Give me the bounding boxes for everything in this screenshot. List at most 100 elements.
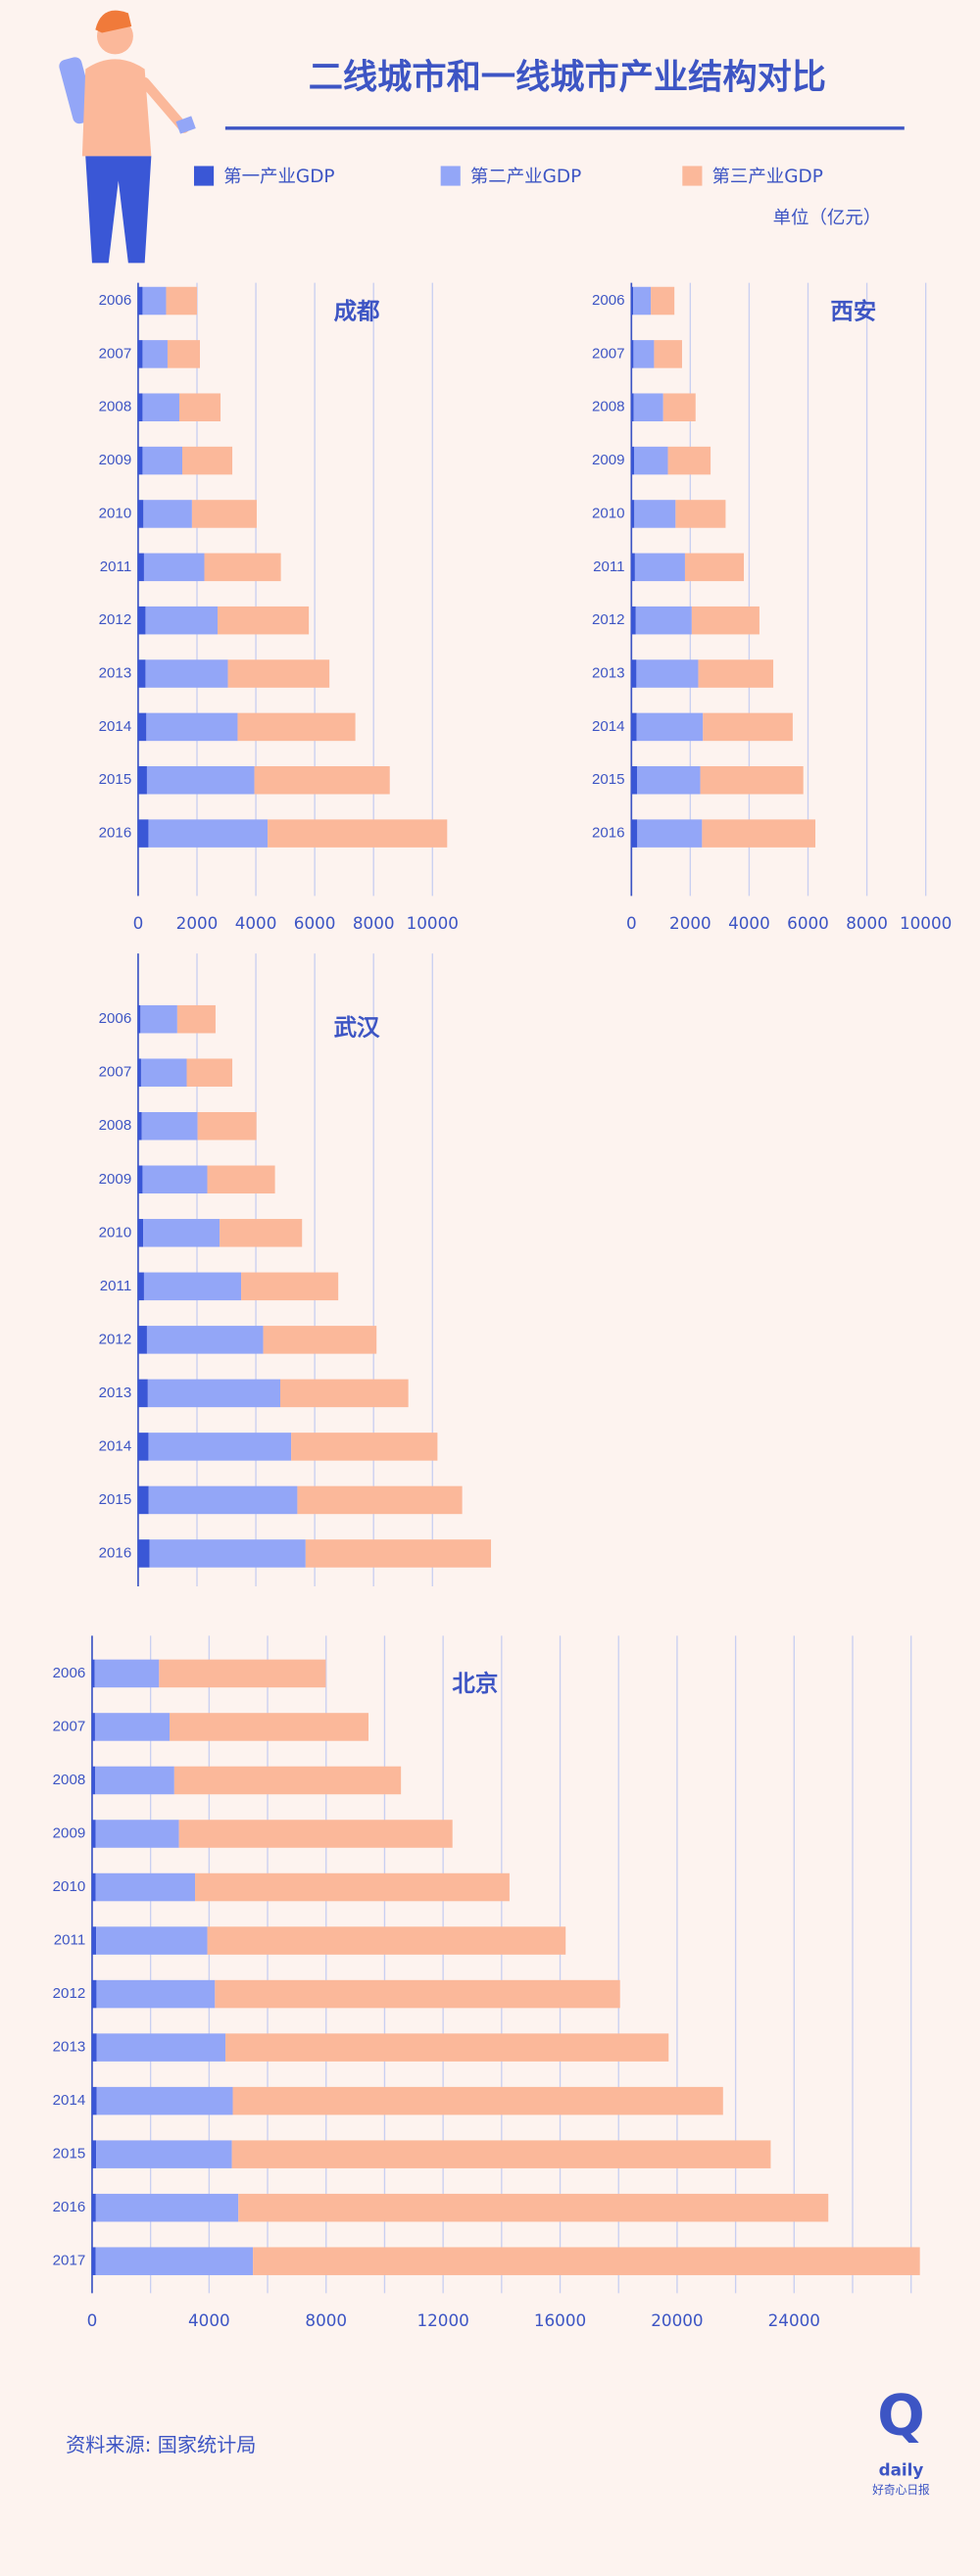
y-tick-label: 2009: [53, 1824, 86, 1841]
y-tick-label: 2006: [53, 1665, 86, 1681]
bar-segment: [91, 1872, 96, 1902]
bar-segment: [141, 1111, 198, 1141]
x-tick-label: 0: [133, 913, 144, 933]
bar-segment: [96, 1979, 216, 2009]
bar-segment: [631, 286, 634, 316]
bar-segment: [146, 765, 255, 795]
bar-segment: [675, 500, 726, 528]
bar-segment: [137, 1058, 141, 1087]
y-tick-label: 2006: [99, 292, 132, 309]
x-tick-label: 2000: [176, 913, 219, 933]
logo-tagline: 好奇心日报: [872, 2483, 930, 2497]
bar-segment: [633, 286, 652, 316]
y-tick-label: 2009: [592, 452, 625, 468]
chart-title: 成都: [334, 297, 380, 324]
bar-segment: [159, 1659, 326, 1688]
bar-segment: [91, 2247, 96, 2275]
bar-segment: [143, 1219, 220, 1247]
bar-segment: [207, 1165, 275, 1194]
y-tick-label: 2010: [99, 1224, 132, 1240]
y-tick-label: 2017: [53, 2253, 86, 2269]
bar-segment: [186, 1058, 233, 1087]
bar-segment: [225, 2033, 669, 2062]
bar-segment: [637, 819, 703, 848]
bar-segment: [631, 606, 636, 635]
bar-segment: [305, 1539, 492, 1568]
y-tick-label: 2012: [99, 1331, 132, 1347]
bar-segment: [167, 340, 201, 368]
y-tick-label: 2012: [99, 611, 132, 628]
bar-segment: [703, 712, 793, 742]
y-tick-label: 2016: [99, 825, 132, 842]
y-tick-label: 2014: [99, 1437, 132, 1454]
bar-segment: [654, 340, 682, 368]
bar-segment: [633, 446, 668, 475]
bar-segment: [195, 1872, 510, 1902]
bar-segment: [631, 446, 634, 475]
y-tick-label: 2015: [99, 771, 132, 788]
legend-label: 第三产业GDP: [712, 167, 823, 187]
bar-segment: [143, 500, 192, 528]
bar-segment: [297, 1485, 463, 1515]
y-tick-label: 2006: [99, 1010, 132, 1027]
y-tick-label: 2012: [53, 1985, 86, 2002]
bar-segment: [215, 1979, 620, 2009]
y-tick-label: 2007: [99, 345, 132, 362]
y-tick-label: 2013: [99, 1385, 132, 1401]
y-tick-label: 2007: [53, 1718, 86, 1734]
x-tick-label: 8000: [353, 913, 395, 933]
y-tick-label: 2007: [592, 345, 625, 362]
x-tick-label: 12000: [416, 2310, 468, 2330]
x-tick-label: 2000: [669, 913, 711, 933]
y-tick-label: 2008: [53, 1772, 86, 1788]
bar-segment: [91, 2140, 97, 2168]
bar-segment: [268, 819, 448, 848]
bar-segment: [191, 500, 257, 528]
y-tick-label: 2010: [592, 505, 625, 521]
bar-segment: [137, 340, 143, 368]
bar-segment: [91, 1659, 95, 1688]
y-tick-label: 2013: [99, 665, 132, 682]
logo-name: daily: [879, 2460, 924, 2480]
x-tick-label: 20000: [651, 2310, 703, 2330]
y-tick-label: 2006: [592, 292, 625, 309]
bar-segment: [218, 606, 310, 635]
bar-segment: [137, 500, 144, 528]
x-tick-label: 8000: [305, 2310, 347, 2330]
y-tick-label: 2011: [54, 1932, 85, 1949]
y-tick-label: 2011: [593, 559, 624, 575]
bar-segment: [137, 1219, 144, 1247]
bar-segment: [148, 1433, 292, 1461]
x-tick-label: 4000: [235, 913, 277, 933]
bar-segment: [143, 553, 205, 582]
bar-segment: [145, 606, 219, 635]
bar-segment: [137, 286, 143, 316]
y-tick-label: 2015: [592, 771, 625, 788]
bar-segment: [91, 2086, 97, 2115]
y-tick-label: 2009: [99, 1171, 132, 1188]
bar-segment: [691, 606, 760, 635]
bar-segment: [137, 606, 146, 635]
bar-segment: [181, 446, 233, 475]
bar-segment: [137, 712, 147, 742]
bar-segment: [142, 393, 179, 422]
bar-segment: [667, 446, 711, 475]
x-tick-label: 0: [626, 913, 637, 933]
bar-segment: [96, 2086, 233, 2115]
x-tick-label: 10000: [900, 913, 952, 933]
y-tick-label: 2010: [53, 1878, 86, 1895]
bar-segment: [96, 1926, 208, 1955]
x-tick-label: 24000: [768, 2310, 820, 2330]
bar-segment: [91, 1926, 97, 1955]
bar-segment: [148, 1485, 298, 1515]
chart-title: 西安: [830, 297, 876, 324]
bar-segment: [231, 2140, 771, 2168]
bar-segment: [197, 1111, 257, 1141]
bar-segment: [684, 553, 745, 582]
bar-segment: [137, 1272, 144, 1301]
bar-segment: [137, 659, 146, 688]
illustration: [59, 10, 196, 264]
legend-swatch: [682, 166, 703, 186]
bar-segment: [145, 659, 228, 688]
